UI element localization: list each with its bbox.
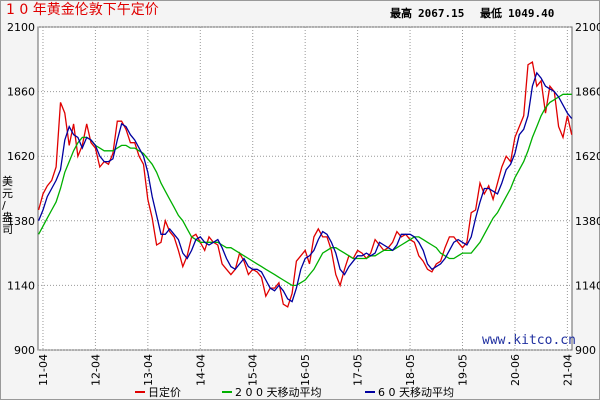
series-line bbox=[38, 93, 572, 287]
x-tick-label: 21-04 bbox=[561, 354, 574, 386]
y2-tick-label: 1380 bbox=[575, 215, 600, 228]
series-line bbox=[37, 60, 573, 308]
y2-tick-label: 1140 bbox=[575, 279, 600, 292]
y-tick-label: 1620 bbox=[7, 150, 35, 163]
y2-tick-label: 1860 bbox=[575, 86, 600, 99]
legend-label: 2 0 0 天移动平均 bbox=[235, 386, 322, 399]
y-tick-label: 1140 bbox=[7, 279, 35, 292]
x-tick-label: 16-05 bbox=[299, 354, 312, 386]
y-tick-label: 900 bbox=[14, 344, 35, 357]
stat-value: 2067.15 bbox=[418, 7, 464, 20]
chart-title: 1 0 年黄金伦敦下午定价 bbox=[6, 1, 159, 18]
legend-label: 6 0 天移动平均 bbox=[378, 386, 454, 399]
stat-label: 最高 bbox=[390, 6, 412, 20]
x-tick-label: 12-04 bbox=[89, 354, 102, 386]
y-tick-label: 2100 bbox=[7, 21, 35, 34]
x-tick-label: 20-06 bbox=[509, 354, 522, 386]
y2-tick-label: 1620 bbox=[575, 150, 600, 163]
y2-tick-label: 900 bbox=[575, 344, 596, 357]
y2-tick-label: 2100 bbox=[575, 21, 600, 34]
x-tick-label: 15-04 bbox=[247, 354, 260, 386]
x-tick-label: 11-04 bbox=[37, 354, 50, 386]
x-tick-label: 17-05 bbox=[352, 354, 365, 386]
stat-label: 最低 bbox=[480, 6, 502, 20]
legend-label: 日定价 bbox=[148, 385, 181, 399]
plot-area bbox=[37, 26, 573, 351]
series-line bbox=[37, 71, 573, 303]
watermark: www.kitco.cn bbox=[482, 333, 576, 348]
x-tick-label: 19-05 bbox=[456, 354, 469, 386]
x-tick-label: 14-04 bbox=[194, 354, 207, 386]
x-tick-label: 18-05 bbox=[404, 354, 417, 386]
stat-value: 1049.40 bbox=[508, 7, 554, 20]
x-tick-label: 13-04 bbox=[142, 354, 155, 386]
y-axis-label: 美元/盎司 bbox=[2, 175, 13, 236]
y-tick-label: 1860 bbox=[7, 86, 35, 99]
y-tick-label: 1380 bbox=[7, 215, 35, 228]
